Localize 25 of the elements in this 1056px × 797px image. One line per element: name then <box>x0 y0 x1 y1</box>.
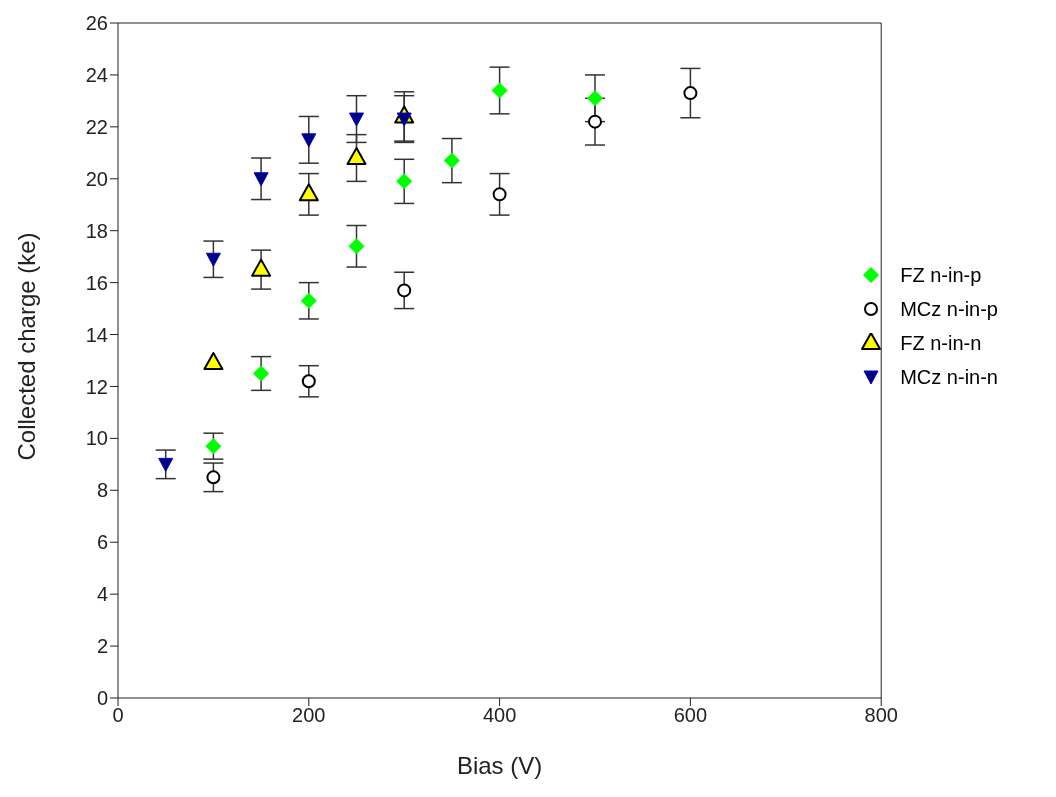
x-tick-label: 200 <box>292 704 326 727</box>
y-tick-label: 4 <box>96 583 108 606</box>
y-tick-label: 16 <box>85 271 108 294</box>
y-axis-title: Collected charge (ke) <box>12 232 40 461</box>
y-tick-label: 6 <box>96 531 108 554</box>
legend-label: MCz n-in-p <box>900 297 998 321</box>
y-tick-label: 22 <box>85 115 108 138</box>
y-tick-label: 14 <box>85 323 108 346</box>
legend-label: MCz n-in-n <box>900 365 998 389</box>
x-tick-label: 600 <box>673 704 708 727</box>
y-tick-label: 18 <box>85 219 108 242</box>
y-tick-label: 26 <box>85 12 108 35</box>
y-tick-label: 2 <box>96 635 108 658</box>
y-tick-label: 24 <box>85 64 108 87</box>
x-axis-title: Bias (V) <box>456 752 543 779</box>
x-tick-label: 0 <box>112 704 124 727</box>
y-tick-label: 20 <box>85 167 108 190</box>
y-tick-label: 0 <box>96 687 108 710</box>
legend-label: FZ n-in-n <box>900 331 982 355</box>
x-tick-label: 800 <box>864 704 898 727</box>
y-tick-label: 8 <box>96 479 108 502</box>
y-tick-label: 10 <box>85 427 108 450</box>
x-tick-label: 400 <box>482 704 517 727</box>
legend-label: FZ n-in-p <box>900 263 982 287</box>
y-tick-label: 12 <box>85 375 108 398</box>
